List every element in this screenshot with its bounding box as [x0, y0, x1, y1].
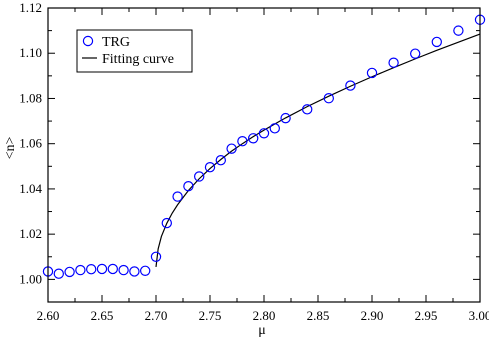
x-tick-label: 2.80	[253, 308, 276, 323]
trg-data-point	[453, 25, 464, 36]
y-tick-label: 1.02	[19, 226, 42, 241]
trg-data-point	[204, 162, 216, 173]
trg-data-point	[269, 123, 280, 134]
trg-data-point	[431, 36, 442, 48]
y-tick-label: 1.04	[19, 181, 42, 196]
x-tick-label: 2.90	[361, 308, 384, 323]
trg-data-point	[247, 133, 259, 144]
legend-marker-trg	[82, 35, 94, 47]
trg-data-point	[237, 136, 248, 147]
trg-points	[42, 14, 486, 279]
x-tick-label: 2.70	[145, 308, 168, 323]
trg-data-point	[85, 264, 97, 275]
trg-data-point	[172, 191, 183, 202]
x-axis-label: μ	[258, 323, 266, 338]
trg-data-point	[226, 143, 237, 154]
x-tick-label: 2.95	[415, 308, 438, 323]
trg-data-point	[118, 264, 129, 276]
trg-data-point	[139, 265, 151, 276]
x-ticks	[47, 8, 481, 302]
trg-data-point	[96, 263, 108, 275]
x-tick-label: 2.65	[91, 308, 114, 323]
legend-box	[76, 29, 193, 73]
x-tick-label: 2.85	[307, 308, 330, 323]
legend-label-fit: Fitting curve	[102, 52, 174, 67]
trg-data-point	[107, 263, 119, 275]
trg-data-point	[302, 104, 313, 115]
trg-data-point	[345, 80, 356, 91]
trg-data-point	[193, 171, 205, 182]
trg-data-point	[75, 264, 86, 276]
x-tick-label: 2.75	[199, 308, 222, 323]
y-tick-label: 1.08	[19, 90, 42, 105]
y-tick-label: 1.12	[19, 0, 42, 15]
trg-data-point	[53, 268, 65, 279]
trg-data-point	[150, 251, 162, 262]
y-axis-label: <n>	[3, 137, 18, 160]
trg-data-point	[366, 67, 378, 79]
trg-data-point	[323, 93, 334, 104]
y-tick-label: 1.10	[19, 45, 42, 60]
trg-data-point	[215, 155, 226, 166]
trg-data-point	[258, 128, 270, 139]
x-tick-label: 3.00	[469, 308, 489, 323]
trg-data-point	[64, 266, 75, 278]
trg-data-point	[388, 57, 399, 68]
fitting-curve	[155, 33, 481, 268]
legend: TRG Fitting curve	[76, 29, 193, 73]
y-tick-label: 1.06	[19, 136, 42, 151]
x-tick-labels: 2.60 2.65 2.70 2.75 2.80 2.85 2.90 2.95 3.00	[37, 308, 489, 323]
trg-data-point	[129, 266, 140, 277]
y-tick-labels: 1.00 1.02 1.04 1.06 1.08 1.10 1.12	[19, 0, 42, 286]
trg-data-point	[161, 217, 172, 229]
trg-data-point	[183, 181, 194, 192]
x-tick-label: 2.60	[37, 308, 60, 323]
y-tick-label: 1.00	[19, 271, 42, 286]
fitting-curve-line	[155, 33, 481, 268]
trg-data-point	[410, 48, 421, 59]
plot-frame	[47, 7, 481, 303]
legend-label-trg: TRG	[102, 35, 130, 50]
trg-data-point	[280, 112, 291, 124]
